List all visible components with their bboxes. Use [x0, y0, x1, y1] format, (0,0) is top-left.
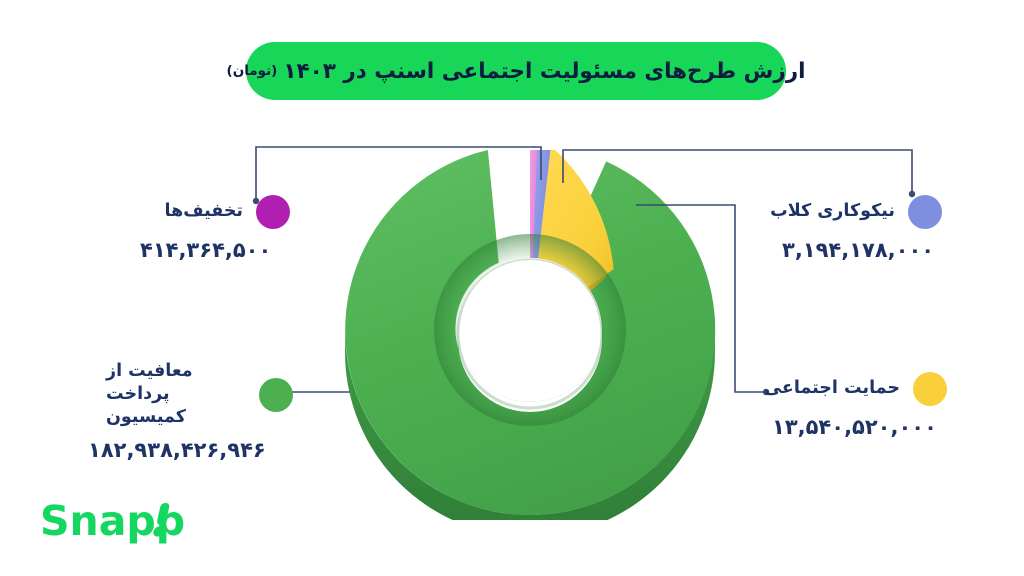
legend-value-social: ۱۳,۵۴۰,۵۲۰,۰۰۰ [772, 415, 937, 439]
legend-color-dot-commission [259, 377, 293, 412]
title-unit-label: (تومان) [226, 63, 278, 79]
legend-label-commission: معافیت از پرداخت کمیسیون [106, 361, 193, 428]
chart-title-badge: ارزش طرح‌های مسئولیت اجتماعی اسنپ در ۱۴۰… [227, 42, 806, 100]
legend-item-discounts[interactable]: تخفیف‌ها ۴۱۴,۳۶۴,۵۰۰ [140, 195, 290, 262]
legend-label-social: حمایت اجتماعی [764, 378, 900, 399]
legend-value-commission: ۱۸۲,۹۳۸,۴۲۶,۹۴۶ [88, 438, 266, 463]
legend-label-charity: نیکوکاری کلاب [770, 201, 895, 222]
legend-value-charity: ۳,۱۹۴,۱۷۸,۰۰۰ [782, 238, 935, 262]
legend-color-dot-discounts [256, 195, 290, 229]
legend-item-social[interactable]: حمایت اجتماعی ۱۳,۵۴۰,۵۲۰,۰۰۰ [764, 372, 947, 439]
slice-commission [345, 150, 716, 516]
snapp-exclamation-icon [153, 503, 170, 537]
legend-label-discounts: تخفیف‌ها [164, 201, 243, 222]
legend-item-charity[interactable]: نیکوکاری کلاب ۳,۱۹۴,۱۷۸,۰۰۰ [770, 195, 942, 262]
legend-color-dot-social [913, 372, 947, 406]
page-title: ارزش طرح‌های مسئولیت اجتماعی اسنپ در ۱۴۰… [283, 58, 806, 84]
snapp-logo: Snapp [40, 497, 190, 549]
donut-hole-fill [460, 260, 600, 400]
donut-chart [330, 150, 730, 520]
legend-color-dot-charity [908, 195, 942, 229]
legend-item-commission[interactable]: معافیت از پرداخت کمیسیون ۱۸۲,۹۳۸,۴۲۶,۹۴۶ [88, 360, 293, 462]
legend-value-discounts: ۴۱۴,۳۶۴,۵۰۰ [140, 238, 272, 262]
